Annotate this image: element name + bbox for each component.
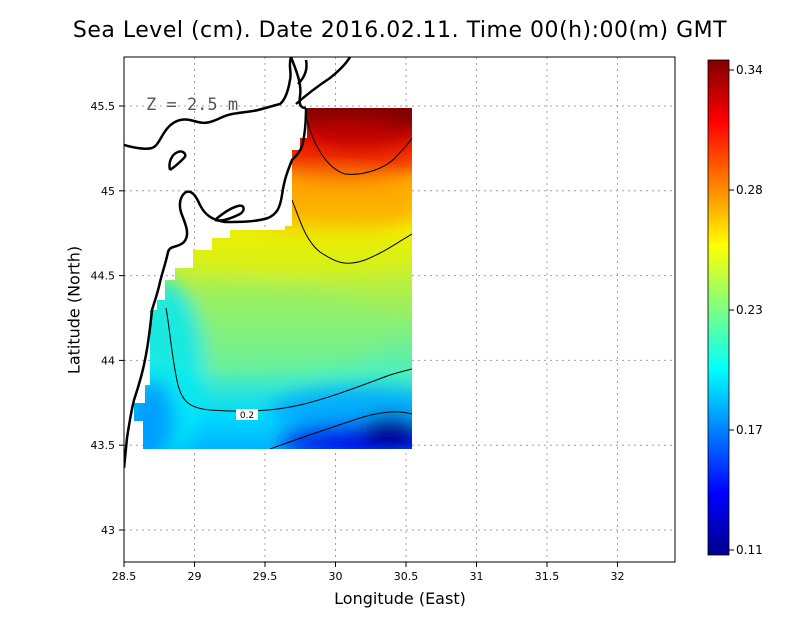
x-axis-label: Longitude (East) — [334, 589, 466, 608]
y-tick-label: 45.5 — [91, 100, 116, 113]
coastline — [124, 57, 352, 469]
plot-frame — [123, 56, 676, 563]
y-tick-label: 44.5 — [91, 270, 116, 283]
y-tick-label: 44 — [101, 354, 115, 367]
y-tick-label: 45 — [101, 185, 115, 198]
colorbar-ramp — [707, 59, 730, 556]
colorbar-tick-label: 0.11 — [736, 543, 763, 557]
contour-line-high — [306, 119, 412, 175]
axis-ticks: 28.5 29 29.5 30 30.5 31 31.5 32 43 43.5 44 44.5 45 45… — [91, 100, 625, 583]
contour-line-upper — [291, 199, 412, 264]
x-tick-label: 31.5 — [535, 570, 560, 583]
colorbar-tick-label: 0.28 — [736, 183, 763, 197]
x-tick-label: 30.5 — [394, 570, 419, 583]
contour-line-0-2 — [165, 307, 412, 412]
contour-lines — [165, 119, 412, 449]
x-tick-label: 32 — [611, 570, 625, 583]
svg-text:0.2: 0.2 — [240, 411, 254, 421]
colorbar-tick-label: 0.23 — [736, 303, 763, 317]
colorbar-tick-label: 0.34 — [736, 63, 763, 77]
colorbar-tick-label: 0.17 — [736, 423, 763, 437]
x-tick-label: 30 — [329, 570, 343, 583]
x-tick-label: 29.5 — [253, 570, 278, 583]
x-tick-label: 29 — [188, 570, 202, 583]
depth-annotation: Z = 2.5 m — [146, 95, 238, 115]
y-tick-label: 43.5 — [91, 439, 116, 452]
contour-label-0-2: 0.2 — [236, 409, 258, 421]
chart-title: Sea Level (cm). Date 2016.02.11. Time 00… — [72, 18, 728, 43]
x-tick-label: 28.5 — [112, 570, 137, 583]
y-tick-label: 43 — [101, 524, 115, 537]
colorbar: 0.34 0.28 0.23 0.17 0.11 — [707, 59, 763, 557]
x-tick-label: 31 — [470, 570, 484, 583]
contour-line-low — [269, 411, 412, 449]
